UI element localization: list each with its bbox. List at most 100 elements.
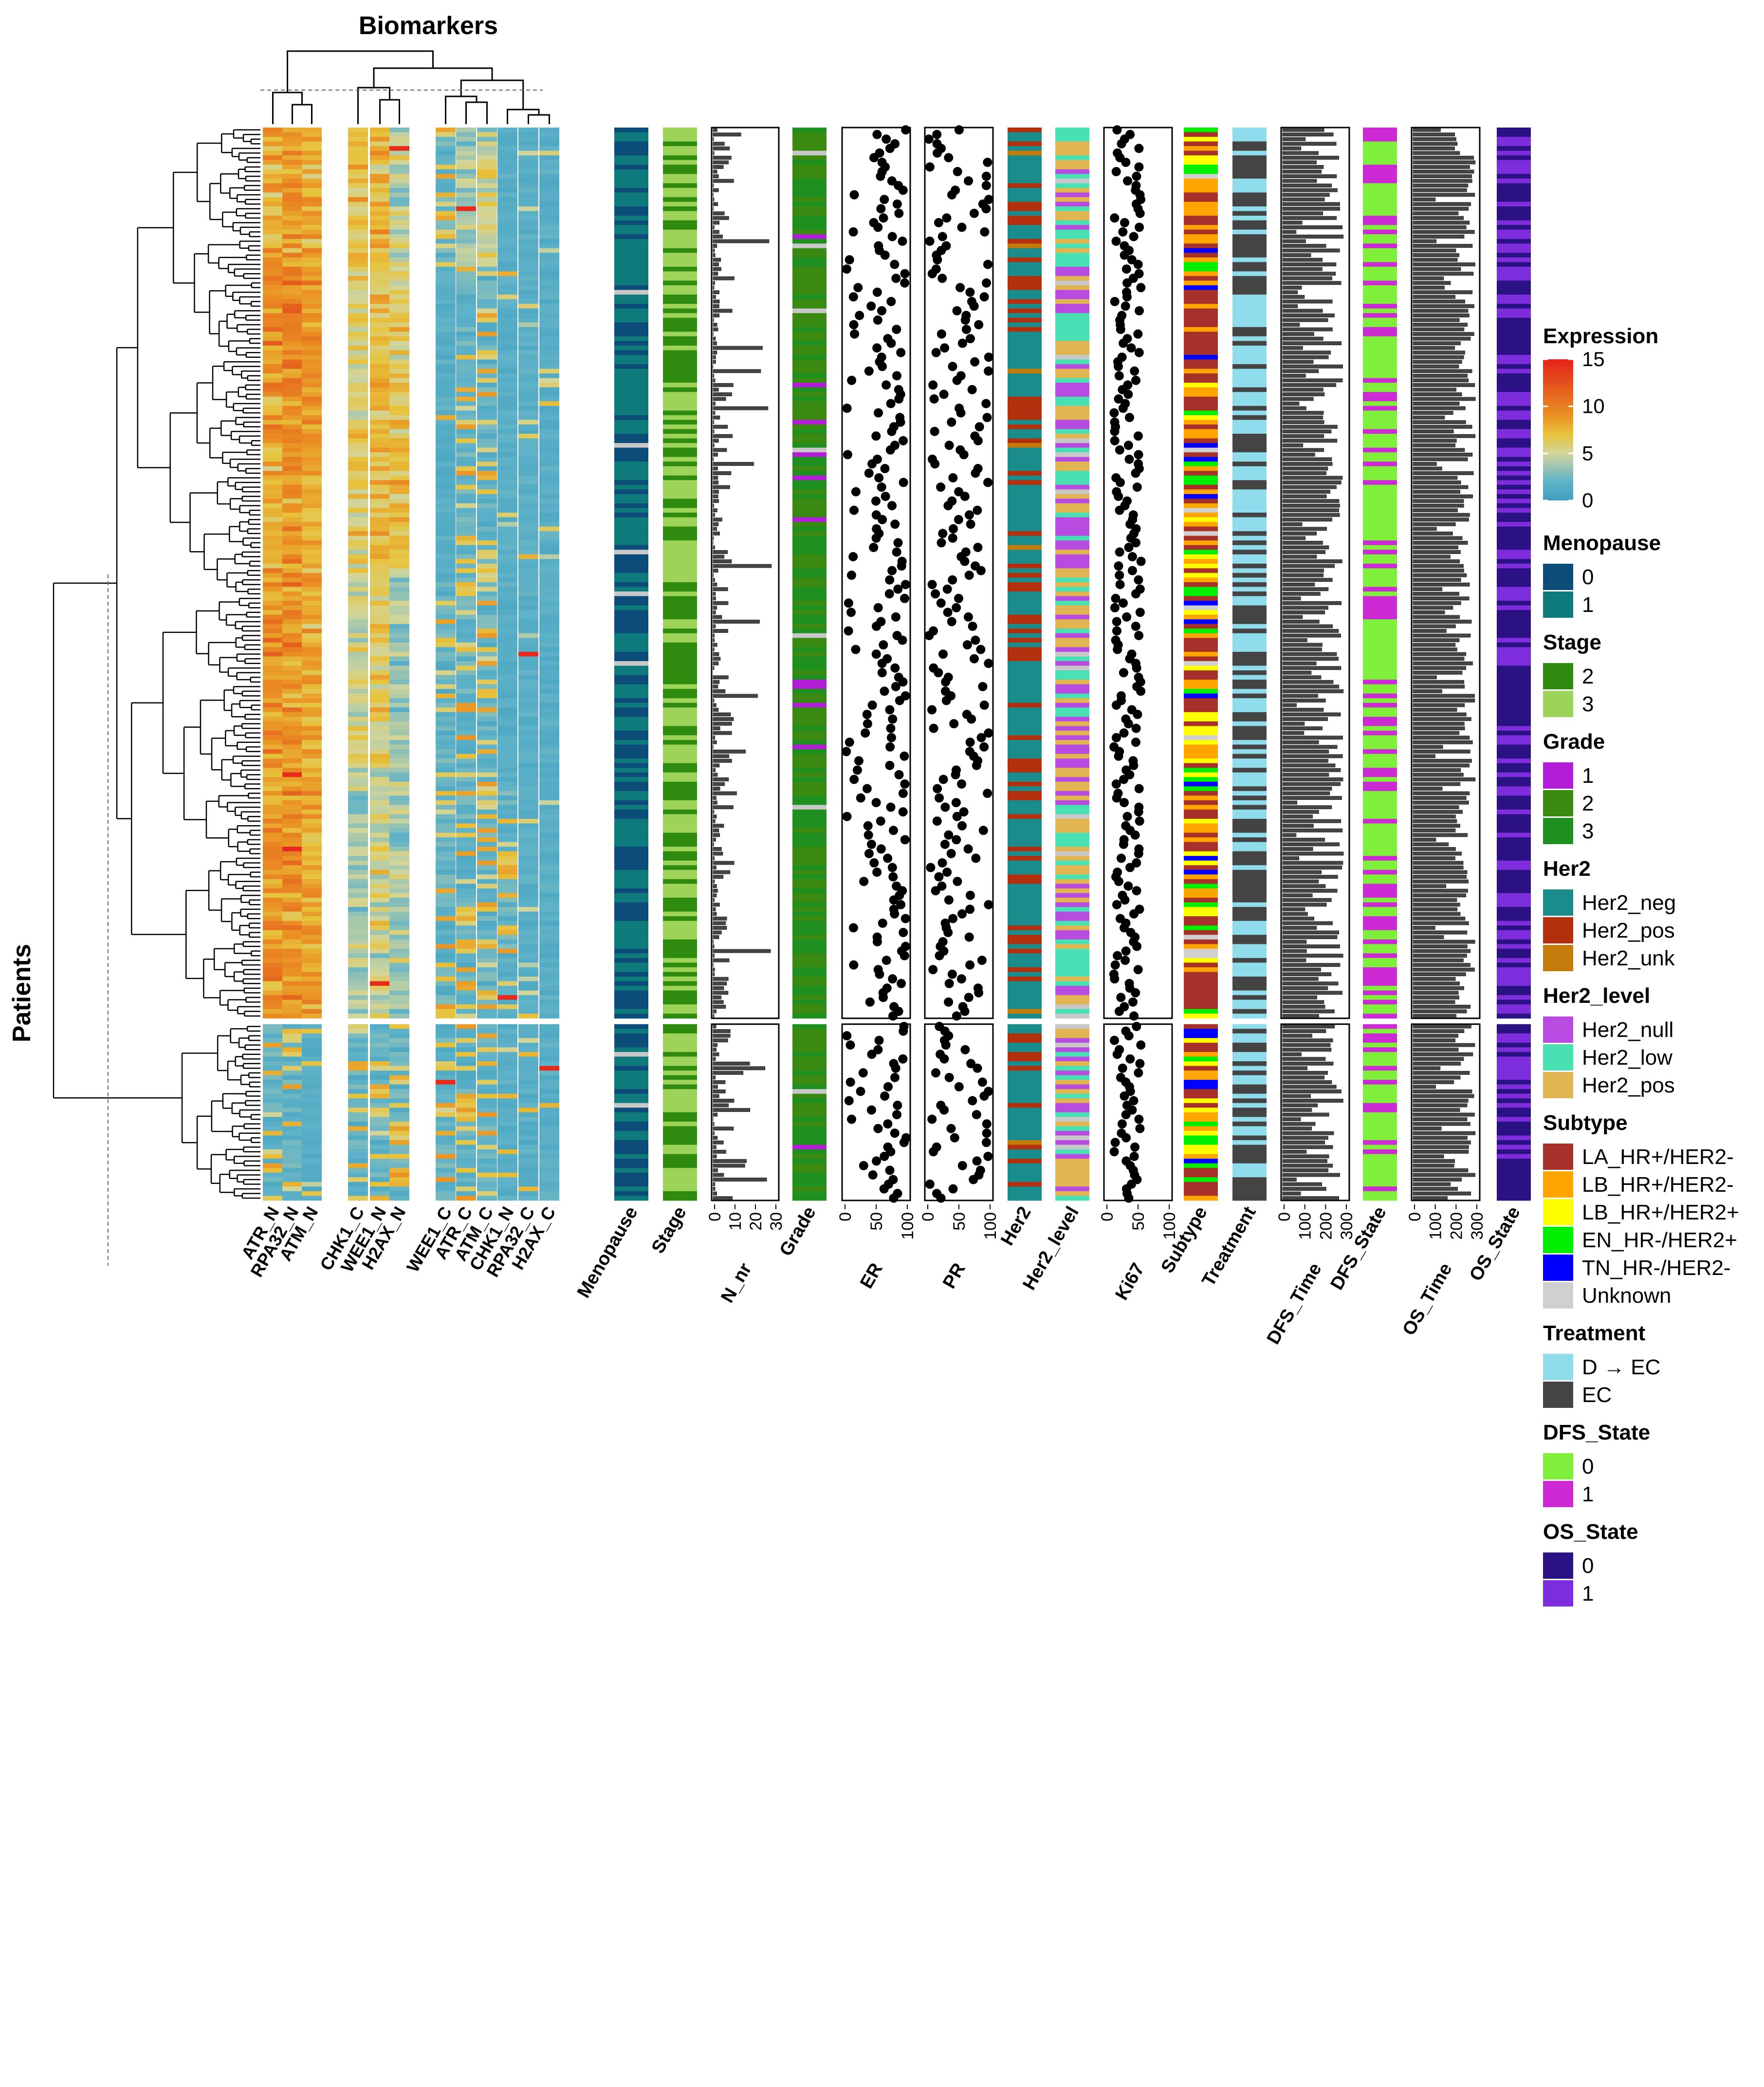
heat-cell — [389, 717, 409, 722]
stage-cell — [663, 1149, 697, 1155]
grade-cell — [792, 234, 827, 240]
pr-point — [972, 1156, 982, 1166]
n-nr-bar — [713, 1173, 724, 1177]
heat-cell — [497, 447, 517, 453]
stage-cell — [663, 1108, 697, 1113]
heat-cell — [370, 601, 390, 606]
heat-cell — [539, 559, 559, 564]
heat-cell — [497, 1112, 517, 1117]
stage-cell — [663, 424, 697, 429]
pr-point — [965, 905, 975, 914]
heat-cell — [497, 1038, 517, 1043]
heat-cell — [389, 484, 409, 490]
stage-cell — [663, 248, 697, 253]
heat-cell — [348, 976, 368, 981]
heat-cell — [477, 471, 497, 476]
heat-cell — [518, 739, 538, 745]
stage-cell — [663, 225, 697, 230]
heat-cell — [282, 582, 302, 587]
heat-cell — [456, 248, 476, 253]
heat-cell — [348, 1108, 368, 1113]
heat-cell — [539, 554, 559, 559]
heat-cell — [348, 392, 368, 397]
heat-cell — [539, 1084, 559, 1090]
heat-cell — [518, 345, 538, 351]
pr-point — [932, 129, 942, 139]
stage-cell — [663, 707, 697, 713]
heat-cell — [497, 1145, 517, 1150]
heat-cell — [263, 462, 283, 467]
n-nr-bar — [713, 536, 714, 540]
heat-cell — [370, 489, 390, 495]
heat-cell — [263, 141, 283, 147]
heat-cell — [389, 781, 409, 787]
er-point — [896, 417, 905, 427]
heat-cell — [436, 953, 456, 959]
stage-cell — [663, 680, 697, 685]
heat-cell — [263, 137, 283, 142]
heat-cell — [497, 165, 517, 170]
heat-cell — [282, 1024, 302, 1029]
heat-cell — [348, 758, 368, 764]
heat-cell — [263, 897, 283, 903]
grade-cell — [792, 610, 827, 615]
heat-cell — [456, 1191, 476, 1196]
menopause-cell — [614, 814, 648, 819]
n-nr-bar — [713, 564, 772, 568]
heat-cell — [539, 369, 559, 374]
heat-cell — [518, 248, 538, 253]
heat-cell — [348, 150, 368, 156]
heat-cell — [282, 517, 302, 522]
heat-cell — [302, 559, 322, 564]
heat-cell — [263, 512, 283, 517]
heat-cell — [263, 545, 283, 550]
heat-cell — [370, 178, 390, 184]
stage-cell — [663, 452, 697, 458]
heat-cell — [477, 220, 497, 225]
heat-cell — [518, 837, 538, 843]
heat-cell — [370, 354, 390, 360]
heat-cell — [389, 1177, 409, 1182]
heat-cell — [477, 647, 497, 652]
grade-cell — [792, 1130, 827, 1136]
er-point — [858, 1068, 868, 1078]
heat-cell — [302, 183, 322, 188]
stage-cell — [663, 735, 697, 740]
heat-cell — [389, 680, 409, 684]
heat-cell — [302, 1089, 322, 1094]
heat-cell — [477, 707, 497, 713]
heat-cell — [436, 1084, 456, 1090]
heat-cell — [282, 197, 302, 202]
heat-cell — [539, 869, 559, 875]
n-nr-bar — [713, 1196, 733, 1200]
pr-point — [973, 543, 983, 552]
pr-point — [947, 417, 956, 427]
n-nr-bar — [713, 842, 714, 847]
heat-cell — [389, 768, 409, 773]
heat-cell — [518, 192, 538, 198]
heat-cell — [539, 280, 559, 286]
heat-cell — [436, 1182, 456, 1187]
heat-cell — [436, 837, 456, 843]
her2-cell — [1008, 313, 1042, 318]
heat-cell — [477, 661, 497, 666]
heat-cell — [477, 587, 497, 592]
grade-cell — [792, 693, 827, 699]
heat-cell — [539, 712, 559, 717]
stage-cell — [663, 540, 697, 546]
heat-cell — [389, 805, 409, 810]
heat-cell — [518, 1186, 538, 1192]
er-point — [890, 1128, 900, 1138]
grade-cell — [792, 396, 827, 402]
heat-cell — [436, 415, 456, 420]
heat-cell — [302, 364, 322, 369]
menopause-cell — [614, 935, 648, 940]
heat-cell — [302, 856, 322, 861]
er-point — [846, 571, 856, 580]
heat-cell — [497, 359, 517, 365]
menopause-cell — [614, 948, 648, 954]
heat-cell — [348, 526, 368, 532]
her2-cell — [1008, 128, 1042, 133]
heat-cell — [436, 354, 456, 360]
heat-cell — [456, 573, 476, 578]
